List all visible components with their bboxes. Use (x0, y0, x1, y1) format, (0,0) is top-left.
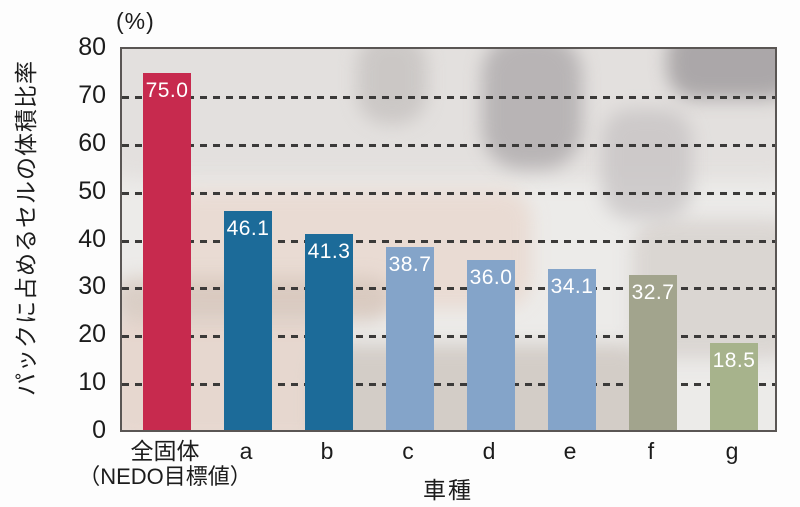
y-tick-label-10: 10 (78, 368, 106, 397)
x-category-label-line: g (725, 438, 739, 464)
x-category-label-line: e (563, 438, 577, 464)
x-category-label-zenkotai: 全固体 （NEDO目標値） (40, 438, 290, 490)
x-category-label-f: f (526, 438, 776, 464)
bar-value-label: 34.1 (550, 275, 594, 298)
x-category-label-c: c (283, 438, 533, 464)
y-axis-unit-label: (%) (116, 8, 155, 34)
bar-g (710, 343, 758, 430)
bar-value-label: 41.3 (307, 240, 351, 263)
bar-全固体（NEDO目標値） (143, 73, 191, 430)
gridline-30 (122, 287, 775, 291)
bar-a (224, 211, 272, 430)
x-category-label-line: 全固体 (130, 438, 200, 464)
photo-shape (667, 49, 775, 99)
bar-value-label: 75.0 (145, 79, 189, 102)
x-category-label-a: a (121, 438, 371, 464)
y-tick-label-20: 20 (78, 320, 106, 349)
gridline-40 (122, 239, 775, 243)
x-category-label-line: d (482, 438, 496, 464)
gridline-20 (122, 335, 775, 339)
bar-value-label: 18.5 (712, 349, 756, 372)
bar-f (629, 275, 677, 430)
x-category-label-e: e (445, 438, 695, 464)
x-axis-title: 車種 (423, 477, 473, 503)
bar-b (305, 234, 353, 430)
bar-value-label: 32.7 (631, 281, 675, 304)
bar-value-label: 38.7 (388, 253, 432, 276)
x-category-label-line: a (239, 438, 253, 464)
plot-area: 75.0 46.1 41.3 38.7 36.0 34.1 32.7 18.5 (120, 47, 777, 432)
x-category-label-b: b (202, 438, 452, 464)
gridline-10 (122, 383, 775, 387)
y-tick-label-0: 0 (92, 416, 106, 444)
bar-value-label: 36.0 (469, 266, 513, 289)
gridline-70 (122, 95, 775, 99)
y-tick-label-30: 30 (78, 272, 106, 301)
photo-shape (482, 49, 582, 169)
y-tick-label-60: 60 (78, 128, 106, 157)
photo-shape (602, 109, 692, 219)
x-category-label-line: （NEDO目標値） (78, 464, 252, 489)
gridline-50 (122, 191, 775, 195)
bar-d (467, 260, 515, 430)
y-tick-label-40: 40 (78, 224, 106, 253)
x-category-label-line: b (320, 438, 334, 464)
bar-e (548, 269, 596, 430)
gridline-60 (122, 143, 775, 147)
bar-value-label: 46.1 (226, 217, 270, 240)
y-tick-label-70: 70 (78, 80, 106, 109)
bar-c (386, 247, 434, 430)
y-tick-label-80: 80 (78, 33, 106, 61)
x-category-label-line: f (647, 438, 655, 464)
x-category-label-line: c (402, 438, 414, 464)
photo-shape (357, 49, 427, 124)
x-category-label-g: g (607, 438, 800, 464)
y-tick-label-50: 50 (78, 176, 106, 205)
x-category-label-d: d (364, 438, 614, 464)
